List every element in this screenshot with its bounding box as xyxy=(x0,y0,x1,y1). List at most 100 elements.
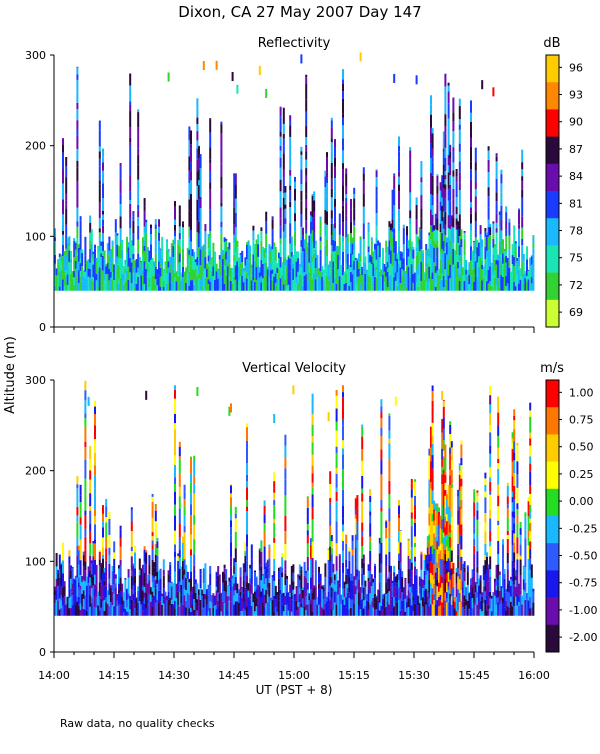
heatmap-cell xyxy=(249,564,252,569)
heatmap-cell xyxy=(311,194,314,196)
heatmap-cell xyxy=(442,152,445,165)
heatmap-cell xyxy=(89,277,92,291)
heatmap-cell xyxy=(340,269,343,281)
heatmap-cell xyxy=(394,272,397,281)
heatmap-cell xyxy=(98,565,101,574)
heatmap-cell xyxy=(446,582,448,593)
heatmap-cell xyxy=(71,595,74,606)
heatmap-cell xyxy=(183,559,186,570)
heatmap-cell xyxy=(508,218,511,223)
heatmap-cell xyxy=(156,274,159,286)
heatmap-cell xyxy=(132,272,135,281)
heatmap-cell xyxy=(406,226,408,229)
heatmap-cell xyxy=(326,285,328,291)
heatmap-cell xyxy=(330,608,333,616)
heatmap-cell xyxy=(58,598,61,610)
heatmap-cell xyxy=(268,577,271,583)
heatmap-cell xyxy=(66,264,69,275)
heatmap-cell xyxy=(506,271,509,284)
heatmap-cell xyxy=(295,261,298,277)
heatmap-cell xyxy=(263,262,266,277)
heatmap-cell xyxy=(378,610,381,616)
heatmap-cell xyxy=(449,264,452,279)
heatmap-cell xyxy=(330,197,333,211)
heatmap-cell xyxy=(70,258,72,264)
heatmap-cell xyxy=(444,102,447,115)
heatmap-cell xyxy=(353,269,356,280)
heatmap-cell xyxy=(148,261,151,278)
heatmap-cell xyxy=(190,482,192,494)
heatmap-cell xyxy=(513,486,516,500)
heatmap-cell xyxy=(330,548,333,555)
heatmap-cell xyxy=(471,597,474,609)
heatmap-cell xyxy=(284,218,287,224)
heatmap-cell xyxy=(174,578,176,590)
heatmap-cell xyxy=(526,265,528,277)
heatmap-cell xyxy=(266,568,269,574)
heatmap-cell xyxy=(342,83,344,92)
heatmap-cell xyxy=(62,183,64,200)
heatmap-cell xyxy=(438,606,440,611)
heatmap-cell xyxy=(508,222,511,236)
heatmap-cell xyxy=(289,175,292,186)
heatmap-cell xyxy=(111,596,114,606)
heatmap-cell xyxy=(330,162,333,179)
heatmap-cell xyxy=(442,507,445,519)
heatmap-cell xyxy=(495,153,498,157)
heatmap-cell xyxy=(342,69,344,80)
heatmap-cell xyxy=(178,456,181,460)
heatmap-cell xyxy=(332,283,335,291)
heatmap-cell xyxy=(97,246,100,247)
heatmap-cell xyxy=(202,607,205,616)
heatmap-cell xyxy=(391,219,394,229)
heatmap-cell xyxy=(412,611,415,616)
heatmap-cell xyxy=(439,232,442,238)
heatmap-cell xyxy=(362,228,365,240)
heatmap-cell xyxy=(286,575,288,579)
heatmap-cell xyxy=(370,264,373,272)
heatmap-cell xyxy=(244,587,247,599)
heatmap-cell xyxy=(199,249,202,266)
heatmap-cell xyxy=(119,565,122,578)
heatmap-cell xyxy=(487,591,490,597)
heatmap-cell xyxy=(230,515,232,521)
heatmap-cell xyxy=(218,255,221,260)
heatmap-cell xyxy=(92,254,95,261)
heatmap-cell xyxy=(137,602,140,616)
heatmap-cell xyxy=(260,240,263,246)
heatmap-cell xyxy=(351,281,354,291)
heatmap-cell xyxy=(257,234,260,245)
heatmap-cell xyxy=(263,546,266,563)
heatmap-cell xyxy=(76,584,79,597)
heatmap-cell xyxy=(266,269,269,284)
heatmap-cell xyxy=(441,543,444,559)
heatmap-cell xyxy=(361,552,364,559)
heatmap-cell xyxy=(111,272,114,280)
heatmap-cell xyxy=(305,83,308,100)
heatmap-cell xyxy=(388,564,391,573)
heatmap-cell xyxy=(151,549,154,560)
heatmap-cell xyxy=(370,574,373,581)
heatmap-cell xyxy=(118,265,120,279)
heatmap-cell xyxy=(521,276,524,281)
heatmap-cell xyxy=(511,502,514,512)
heatmap-cell xyxy=(74,280,77,291)
heatmap-cell xyxy=(150,594,152,602)
heatmap-cell xyxy=(198,180,200,186)
heatmap-cell xyxy=(182,266,184,277)
heatmap-cell xyxy=(354,257,357,260)
heatmap-cell xyxy=(247,241,250,251)
heatmap-cell xyxy=(358,276,360,291)
heatmap-cell xyxy=(532,595,535,603)
heatmap-cell xyxy=(447,118,450,127)
heatmap-cell xyxy=(330,178,333,189)
heatmap-cell xyxy=(532,236,535,244)
heatmap-cell xyxy=(447,484,450,489)
heatmap-cell xyxy=(318,566,320,573)
heatmap-cell xyxy=(196,148,199,160)
heatmap-cell xyxy=(524,582,527,592)
heatmap-cell xyxy=(489,244,492,258)
heatmap-cell xyxy=(370,580,373,587)
heatmap-cell xyxy=(98,238,101,252)
heatmap-cell xyxy=(418,263,421,278)
